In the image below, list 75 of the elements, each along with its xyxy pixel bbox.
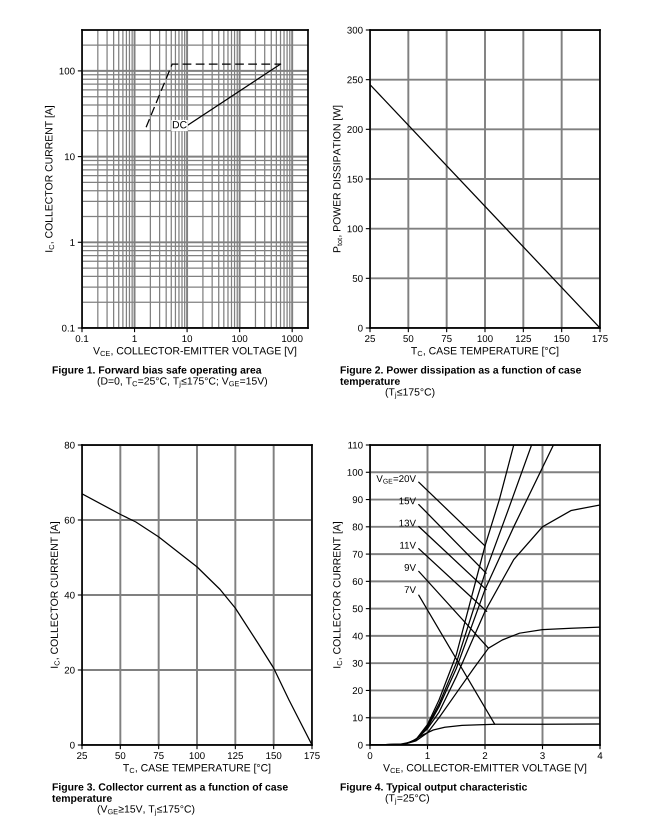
x-tick-label: 1 <box>132 335 137 342</box>
y-tick-label: 1 <box>70 239 75 246</box>
y-tick-label: 30 <box>352 660 363 667</box>
x-tick-label: 175 <box>304 752 320 760</box>
y-axis-title: I$_{C}$, COLLECTOR CURRENT [A] <box>332 522 343 668</box>
x-tick-label: 75 <box>442 335 452 342</box>
y-tick-label: 0 <box>358 742 363 749</box>
text: Figure 1. Forward bias safe operating area <box>52 366 262 376</box>
y-tick-label: 80 <box>352 524 363 530</box>
y-tick-label: 70 <box>352 550 363 558</box>
x-tick-label: 2 <box>482 752 488 759</box>
y-axis-title: P$_{tot}$, POWER DISSIPATION [W] <box>332 106 343 252</box>
annotation: 13V <box>399 520 416 527</box>
y-tick-label: 250 <box>347 76 363 84</box>
x-tick-label: 3 <box>540 752 545 760</box>
y-tick-label: 110 <box>348 442 363 449</box>
y-axis-title: I$_{C}$, COLLECTOR CURRENT [A] <box>44 106 55 252</box>
x-tick-label: 100 <box>478 335 493 342</box>
y-tick-label: 10 <box>64 153 75 160</box>
y-tick-label: 10 <box>352 714 363 722</box>
x-tick-label: 150 <box>266 752 282 760</box>
y-tick-label: 200 <box>347 126 363 133</box>
x-tick-label: 10 <box>182 335 192 342</box>
x-tick-label: 100 <box>232 335 248 342</box>
text: Figure 3. Collector current as a function of case temperature <box>52 783 288 804</box>
x-axis-title: V$_{CE}$, COLLECTOR-EMITTER VOLTAGE [V] <box>93 346 296 356</box>
x-tick-label: 175 <box>592 335 608 342</box>
x-tick-label: 0.1 <box>76 335 88 342</box>
y-tick-label: 0 <box>358 324 363 332</box>
x-tick-label: 4 <box>598 752 602 759</box>
text: Figure 4. Typical output characteristic <box>340 783 528 793</box>
y-tick-label: 40 <box>64 592 75 599</box>
y-tick-label: 50 <box>352 275 363 282</box>
text: (T$_{j}$≤175°C) <box>386 388 434 399</box>
x-tick-label: 50 <box>115 752 126 760</box>
x-tick-label: 50 <box>403 335 414 342</box>
y-tick-label: 20 <box>352 687 363 694</box>
y-tick-label: 60 <box>352 578 363 585</box>
x-axis-title: T$_{C}$, CASE TEMPERATURE [°C] <box>411 346 558 356</box>
y-tick-label: 100 <box>60 68 75 75</box>
x-tick-label: 75 <box>154 752 164 760</box>
text: (V$_{GE}$≥15V, T$_{j}$≤175°C) <box>98 805 194 816</box>
y-tick-label: 0.1 <box>62 324 75 332</box>
x-tick-label: 25 <box>365 335 375 342</box>
text: (T$_{j}$=25°C) <box>386 794 430 805</box>
x-axis-title: T$_{C}$, CASE TEMPERATURE [°C] <box>123 764 270 774</box>
y-tick-label: 100 <box>348 469 363 476</box>
x-axis-title: V$_{CE}$, COLLECTOR-EMITTER VOLTAGE [V] <box>383 764 586 774</box>
y-tick-label: 300 <box>347 26 363 34</box>
annotation: 11V <box>400 542 416 549</box>
annotation: 7V <box>404 586 416 594</box>
x-tick-label: 150 <box>554 335 570 342</box>
text: (D=0, T$_{C}$=25°C, T$_{j}$≤175°C; V$_{GE}$=15V) <box>98 377 268 388</box>
y-tick-label: 100 <box>348 225 363 232</box>
y-tick-label: 40 <box>352 632 363 640</box>
y-tick-label: 80 <box>64 442 75 449</box>
x-tick-label: 1000 <box>282 335 303 342</box>
y-tick-label: 20 <box>64 666 75 674</box>
text: Figure 2. Power dissipation as a function of case temperature <box>340 366 582 387</box>
x-tick-label: 25 <box>77 752 87 760</box>
x-tick-label: 125 <box>516 335 532 342</box>
y-tick-label: 60 <box>64 516 75 524</box>
x-tick-label: 1 <box>426 752 430 759</box>
y-tick-label: 0 <box>70 742 75 749</box>
y-tick-label: 150 <box>348 176 363 183</box>
annotation: DC <box>172 121 187 128</box>
y-tick-label: 90 <box>352 496 363 504</box>
annotation: 9V <box>404 564 416 571</box>
y-axis-title: I$_{C}$, COLLECTOR CURRENT [A] <box>50 522 60 668</box>
x-tick-label: 0 <box>368 752 372 760</box>
x-tick-label: 125 <box>228 752 244 760</box>
annotation: 15V <box>399 498 416 504</box>
annotation: V$_{GE}$=20V <box>376 475 416 484</box>
y-tick-label: 50 <box>352 605 363 612</box>
x-tick-label: 100 <box>190 752 205 760</box>
